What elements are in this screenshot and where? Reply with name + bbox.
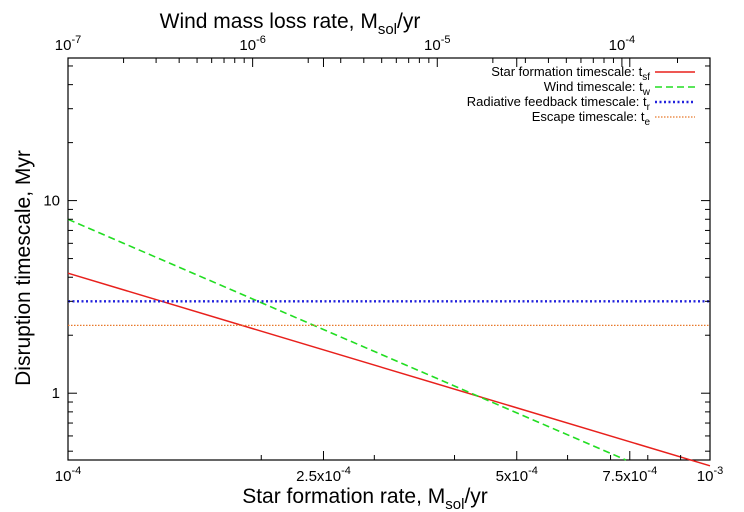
legend-label-r: Radiative feedback timescale: tr bbox=[467, 94, 651, 113]
tick-layer: 10-4 2.5x10-4 5x10-4 7.5x10-4 10-3 10-7 10-6 10… bbox=[43, 34, 723, 485]
x-tick-label: 2.5x10-4 bbox=[296, 465, 351, 485]
y-tick-label: 10 bbox=[43, 193, 60, 210]
series-line-sf bbox=[67, 272, 711, 467]
x2-tick-label: 10-6 bbox=[239, 34, 265, 54]
x-tick-label: 7.5x10-4 bbox=[602, 465, 657, 485]
legend-label-sf: Star formation timescale: tsf bbox=[491, 64, 650, 83]
x2-tick-label: 10-5 bbox=[424, 34, 450, 54]
x2-tick-label: 10-7 bbox=[55, 34, 81, 54]
x2-axis-title: Wind mass loss rate, Msol/yr bbox=[160, 10, 421, 38]
legend-label-e: Escape timescale: te bbox=[532, 109, 651, 128]
x-tick-label: 5x10-4 bbox=[496, 465, 538, 485]
y-tick-label: 1 bbox=[52, 385, 60, 402]
legend-label-w: Wind timescale: tw bbox=[544, 79, 651, 98]
x-tick-label: 10-4 bbox=[55, 465, 81, 485]
x-axis-title: Star formation rate, Msol/yr bbox=[242, 485, 488, 512]
y-axis-title: Disruption timescale, Myr bbox=[12, 150, 35, 386]
x2-tick-label: 10-4 bbox=[609, 34, 635, 54]
series-layer bbox=[67, 218, 711, 467]
x-tick-label: 10-3 bbox=[697, 465, 723, 485]
series-line-w bbox=[67, 218, 627, 461]
